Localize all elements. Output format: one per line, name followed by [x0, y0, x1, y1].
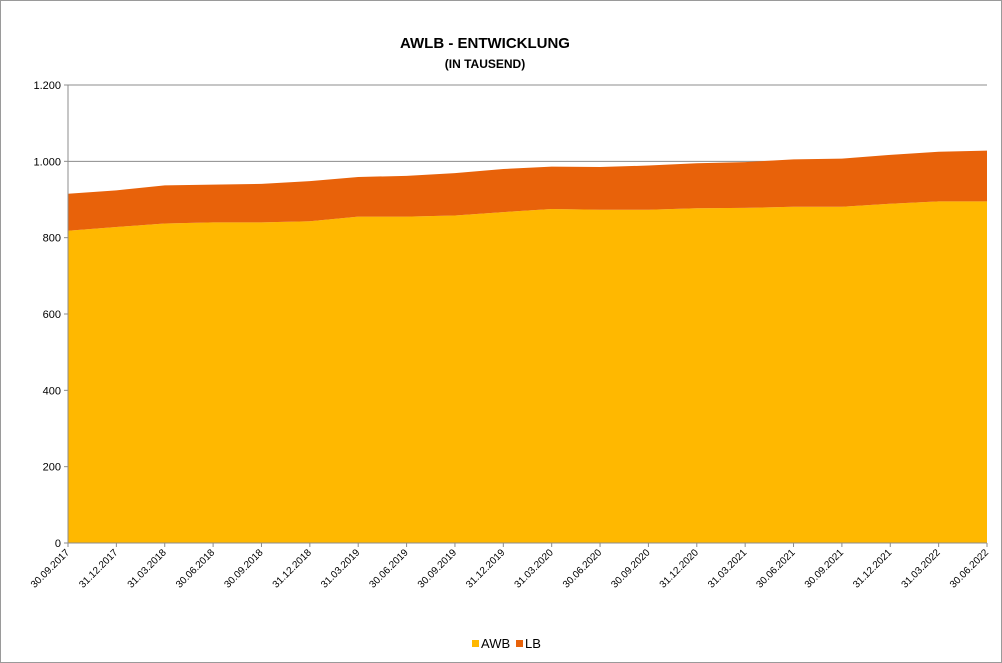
x-tick-label: 31.12.2021	[851, 547, 894, 590]
x-tick-label: 30.06.2018	[174, 547, 217, 590]
x-tick-label: 30.09.2018	[222, 547, 265, 590]
y-tick-label: 1.200	[33, 80, 61, 92]
y-tick-label: 0	[55, 538, 61, 550]
x-tick-label: 31.03.2019	[319, 547, 362, 590]
x-tick-label: 30.09.2020	[609, 547, 652, 590]
series-area-awb	[68, 201, 987, 544]
legend-swatch-awb	[472, 640, 479, 647]
chart-subtitle: (IN TAUSEND)	[445, 57, 525, 71]
legend-label-lb: LB	[525, 636, 541, 651]
chart-title: AWLB - ENTWICKLUNG	[400, 35, 570, 52]
y-tick-label: 1.000	[33, 156, 61, 168]
y-tick-label: 200	[43, 462, 61, 474]
x-tick-label: 30.06.2022	[948, 547, 991, 590]
x-tick-label: 31.12.2017	[77, 547, 120, 590]
x-tick-label: 30.06.2019	[368, 547, 411, 590]
x-tick-label: 30.09.2021	[803, 547, 846, 590]
x-tick-label: 30.06.2021	[754, 547, 797, 590]
x-tick-label: 31.12.2020	[658, 547, 701, 590]
y-tick-label: 800	[43, 233, 61, 245]
legend-label-awb: AWB	[481, 636, 510, 651]
x-tick-label: 30.09.2019	[416, 547, 459, 590]
y-tick-label: 400	[43, 385, 61, 397]
legend-swatch-lb	[516, 640, 523, 647]
x-tick-label: 31.03.2021	[706, 547, 749, 590]
x-tick-label: 31.12.2018	[271, 547, 314, 590]
x-tick-label: 30.09.2017	[29, 547, 72, 590]
x-tick-label: 30.06.2020	[561, 547, 604, 590]
x-tick-label: 31.03.2018	[126, 547, 169, 590]
y-tick-label: 600	[43, 309, 61, 321]
x-tick-label: 31.03.2022	[900, 547, 943, 590]
x-tick-label: 31.12.2019	[464, 547, 507, 590]
series-area-lb	[68, 150, 987, 231]
x-tick-label: 31.03.2020	[513, 547, 556, 590]
